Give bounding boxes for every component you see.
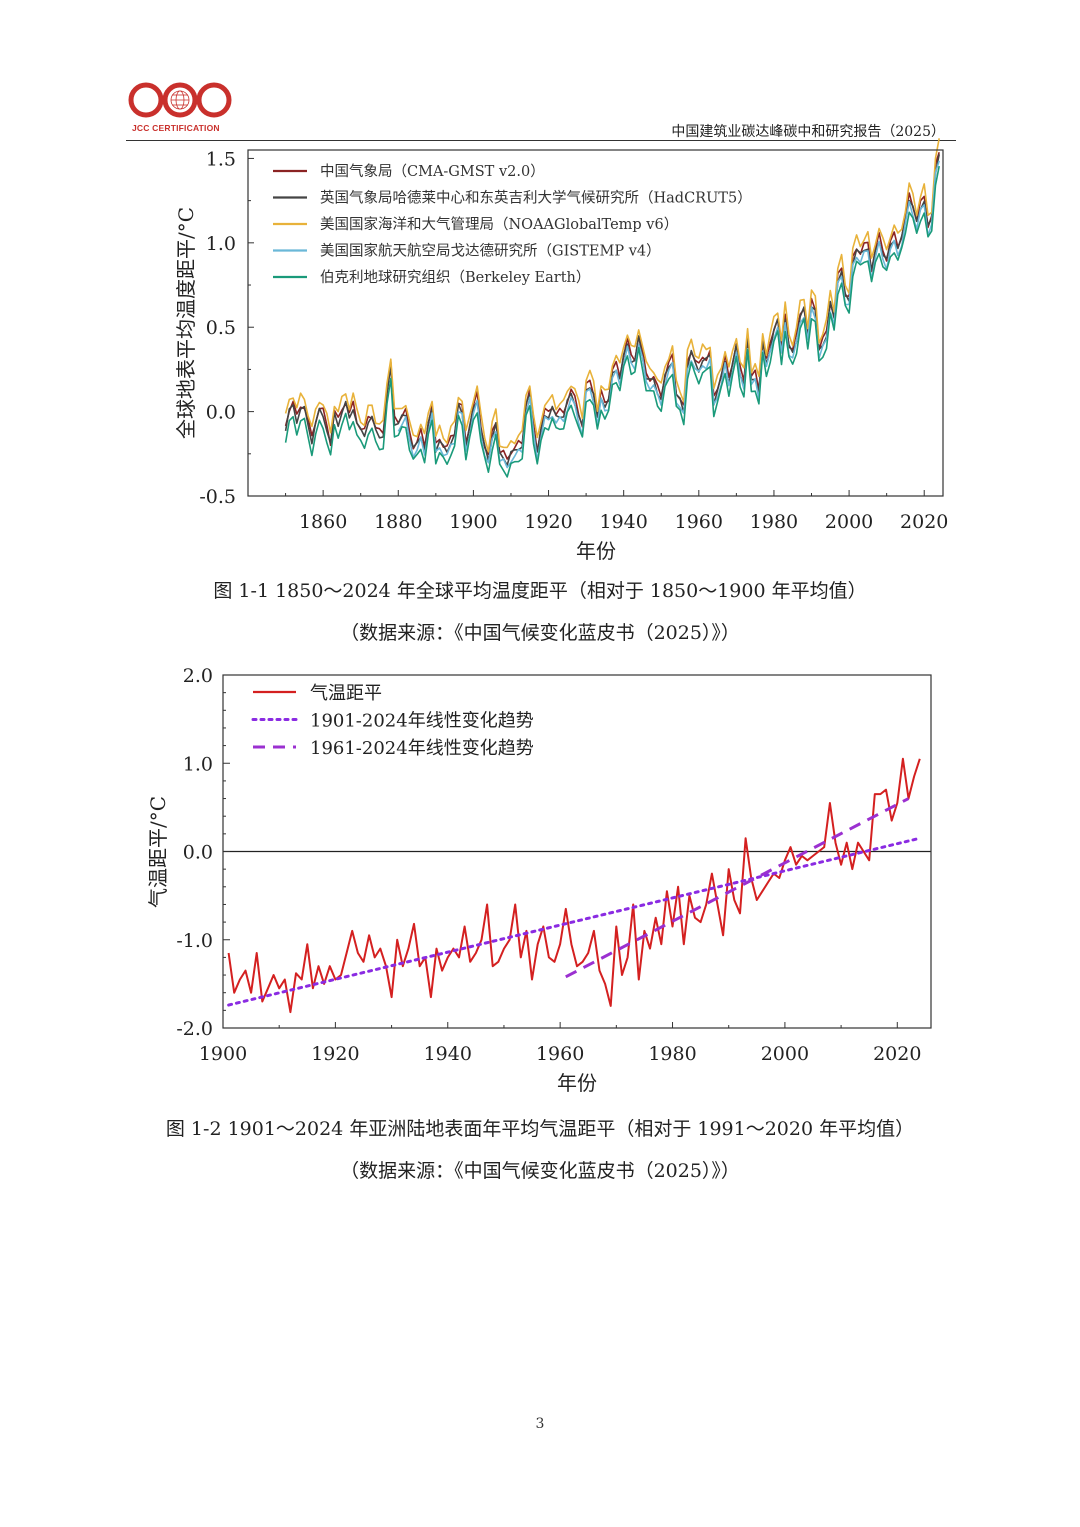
chart1-legend-label: 美国国家海洋和大气管理局（NOAAGlobalTemp v6） xyxy=(320,216,678,233)
chart1-x-tick-label: 1980 xyxy=(750,511,798,533)
chart1-legend-label: 英国气象局哈德莱中心和东英吉利大学气候研究所（HadCRUT5） xyxy=(320,189,752,207)
chart2-trend-1901-2024 xyxy=(227,836,922,1007)
page-number: 3 xyxy=(535,1416,545,1432)
chart1-y-tick-label: -0.5 xyxy=(199,486,236,508)
chart2-legend-label: 1961-2024年线性变化趋势 xyxy=(310,738,534,759)
figure-2-chart: 1900 1920 1940 1960 1980 2000 2020 -2.0 -1.0 0.0 1… xyxy=(146,665,932,1095)
chart1-y-tick-label: 1.0 xyxy=(206,233,236,255)
chart2-x-tick-label: 1940 xyxy=(424,1043,472,1065)
chart1-y-tick-label: 0.5 xyxy=(206,317,236,339)
chart2-legend-label: 1901-2024年线性变化趋势 xyxy=(310,711,534,732)
chart1-y-axis-label: 全球地表平均温度距平/°C xyxy=(174,207,198,439)
chart1-x-tick-label: 1960 xyxy=(675,511,723,533)
chart2-y-tick-label: -1.0 xyxy=(176,930,213,952)
running-header-title: 中国建筑业碳达峰碳中和研究报告（2025） xyxy=(671,124,945,140)
chart2-x-tick-label: 1960 xyxy=(536,1043,584,1065)
chart1-legend-label: 中国气象局（CMA-GMST v2.0） xyxy=(320,163,545,180)
figure-1-caption: 图 1-1 1850～2024 年全球平均温度距平（相对于 1850～1900 … xyxy=(213,580,867,602)
chart1-y-tick-label: 1.5 xyxy=(206,148,236,170)
chart1-y-tick-label: 0.0 xyxy=(206,402,236,424)
chart2-x-tick-label: 1980 xyxy=(648,1043,696,1065)
chart2-x-tick-label: 1920 xyxy=(311,1043,359,1065)
chart1-x-tick-label: 2020 xyxy=(900,511,948,533)
chart2-anomaly-line xyxy=(227,757,921,1014)
chart1-x-tick-label: 1920 xyxy=(524,511,572,533)
chart1-legend-label: 伯克利地球研究组织（Berkeley Earth） xyxy=(320,269,590,286)
chart1-series-line-3 xyxy=(284,138,940,453)
jcc-logo xyxy=(128,82,232,118)
chart2-y-axis-label: 气温距平/°C xyxy=(146,796,170,908)
chart1-x-axis-label: 年份 xyxy=(576,539,616,563)
chart1-x-tick-label: 2000 xyxy=(825,511,873,533)
figure-2-source: （数据来源：《中国气候变化蓝皮书（2025）》） xyxy=(340,1160,740,1182)
logo-text: JCC CERTIFICATION xyxy=(132,123,220,133)
chart1-series-line-4 xyxy=(397,160,940,469)
chart2-y-tick-label: 2.0 xyxy=(183,665,213,687)
figure-1-chart: 1860 1880 1900 1920 1940 1960 1980 2000 2020 -0.5… xyxy=(174,138,948,563)
chart1-x-tick-label: 1900 xyxy=(449,511,497,533)
header-rule xyxy=(126,140,956,141)
chart2-y-tick-label: 0.0 xyxy=(183,842,213,864)
chart2-legend-label: 气温距平 xyxy=(310,683,382,704)
chart1-legend-label: 美国国家航天航空局戈达德研究所（GISTEMP v4） xyxy=(320,243,661,260)
chart2-x-tick-label: 2020 xyxy=(873,1043,921,1065)
chart2-y-tick-label: 1.0 xyxy=(183,753,213,775)
chart1-series-line-5 xyxy=(284,165,940,478)
chart2-y-tick-label: -2.0 xyxy=(176,1018,213,1040)
chart2-x-tick-label: 1900 xyxy=(199,1043,247,1065)
figure-2-caption: 图 1-2 1901～2024 年亚洲陆地表面年平均气温距平（相对于 1991～… xyxy=(165,1118,915,1140)
chart1-x-tick-label: 1880 xyxy=(374,511,422,533)
chart1-plot-frame xyxy=(247,149,944,497)
chart1-x-tick-label: 1940 xyxy=(599,511,647,533)
chart2-x-tick-label: 2000 xyxy=(761,1043,809,1065)
chart1-x-tick-label: 1860 xyxy=(299,511,347,533)
chart2-trend-1961-2024 xyxy=(565,797,910,979)
chart2-x-axis-label: 年份 xyxy=(557,1071,597,1095)
figure-1-source: （数据来源：《中国气候变化蓝皮书（2025）》） xyxy=(340,622,740,644)
